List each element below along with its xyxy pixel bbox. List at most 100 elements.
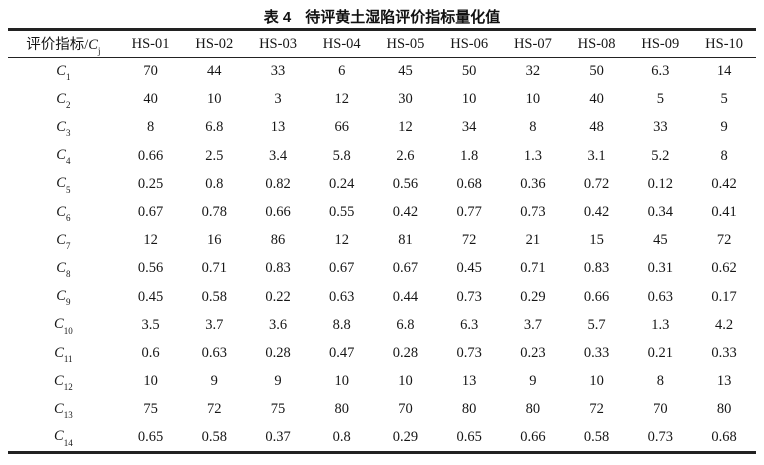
cell-c13-hs-02: 72 <box>207 401 222 418</box>
header-row: 评价指标/Cj HS-01 HS-02 HS-03 HS-04 HS-05 HS-06 HS-… <box>8 29 756 58</box>
cell-c12-hs-06: 13 <box>461 373 477 390</box>
cell-c8-hs-07: 0.71 <box>520 260 546 277</box>
cell-c7-hs-06: 72 <box>461 232 477 249</box>
cell-c4-hs-05: 2.6 <box>396 147 415 164</box>
cell-c6-hs-06: 0.77 <box>456 204 482 221</box>
table-row-c13: C13 75 72 75 80 70 80 80 72 70 80 <box>8 396 756 424</box>
cell-c9-hs-01: 0.45 <box>137 288 164 305</box>
cell-c5-hs-03: 0.82 <box>265 175 291 192</box>
cell-c12-hs-01: 10 <box>143 373 158 390</box>
cell-c1-hs-05: 45 <box>398 63 413 80</box>
row-symbol: C <box>56 147 66 164</box>
cell-c11-hs-03: 0.28 <box>265 344 291 361</box>
cell-c13-hs-06: 80 <box>461 401 477 418</box>
cell-c3-hs-03: 13 <box>270 119 286 136</box>
cell-c2-hs-10: 5 <box>720 91 728 108</box>
cell-c9-hs-06: 0.73 <box>456 288 482 305</box>
row-label-c3: C3 <box>8 114 119 142</box>
cell-c1-hs-01: 70 <box>143 63 158 80</box>
cell-c4-hs-08: 3.1 <box>587 147 606 164</box>
header-site-hs-07: HS-07 <box>501 29 565 58</box>
cell-c8-hs-03: 0.83 <box>265 260 291 277</box>
row-symbol: C <box>56 62 66 79</box>
row-symbol: C <box>54 316 64 333</box>
header-site-hs-09: HS-09 <box>628 29 693 58</box>
cell-c7-hs-05: 81 <box>398 232 413 249</box>
cell-c3-hs-07: 8 <box>529 119 537 136</box>
cell-c7-hs-03: 86 <box>270 232 286 249</box>
cell-c4-hs-02: 2.5 <box>205 147 224 164</box>
cell-c12-hs-10: 13 <box>716 373 732 390</box>
row-subscript: 5 <box>65 184 71 195</box>
cell-c1-hs-07: 32 <box>525 63 541 80</box>
cell-c11-hs-10: 0.33 <box>711 344 737 361</box>
cell-c9-hs-09: 0.63 <box>647 288 674 305</box>
cell-c11-hs-04: 0.47 <box>329 344 355 361</box>
cell-c10-hs-06: 6.3 <box>460 316 479 333</box>
row-subscript: 1 <box>65 72 71 83</box>
cell-c14-hs-02: 0.58 <box>201 428 227 445</box>
cell-c5-hs-08: 0.72 <box>583 175 610 192</box>
row-subscript: 11 <box>63 353 73 364</box>
cell-c7-hs-04: 12 <box>334 232 349 249</box>
cell-c10-hs-01: 3.5 <box>141 316 160 333</box>
row-symbol: C <box>56 231 66 248</box>
cell-c13-hs-04: 80 <box>334 401 349 418</box>
cell-c14-hs-05: 0.29 <box>392 428 419 445</box>
cell-c2-hs-05: 30 <box>398 91 413 108</box>
cell-c1-hs-02: 44 <box>207 63 222 80</box>
cell-c10-hs-05: 6.8 <box>396 316 415 333</box>
table-row-c7: C7 12 16 86 12 81 72 21 15 45 72 <box>8 227 756 255</box>
cell-c5-hs-10: 0.42 <box>711 175 737 192</box>
cell-c3-hs-08: 48 <box>589 119 604 136</box>
row-symbol: C <box>56 175 66 192</box>
row-label-c10: C10 <box>8 311 119 339</box>
header-site-hs-05: HS-05 <box>373 29 438 58</box>
cell-c10-hs-02: 3.7 <box>205 316 224 333</box>
cell-c9-hs-10: 0.17 <box>711 288 737 305</box>
table-row-c14: C14 0.65 0.58 0.37 0.8 0.29 0.65 0.66 0.58 0.73 0.… <box>8 424 756 452</box>
cell-c11-hs-06: 0.73 <box>456 344 482 361</box>
cell-c6-hs-09: 0.34 <box>647 204 674 221</box>
cell-c4-hs-07: 1.3 <box>523 147 542 164</box>
cell-c9-hs-04: 0.63 <box>329 288 355 305</box>
cell-c9-hs-05: 0.44 <box>392 288 419 305</box>
header-site-hs-08: HS-08 <box>564 29 629 58</box>
table-row-c2: C2 40 10 3 12 30 10 10 40 5 5 <box>8 86 756 114</box>
header-site-hs-10: HS-10 <box>692 29 756 58</box>
cell-c9-hs-08: 0.66 <box>583 288 610 305</box>
table-row-c5: C5 0.25 0.8 0.82 0.24 0.56 0.68 0.36 0.72 0.12 0.4… <box>8 170 756 198</box>
cell-c7-hs-09: 45 <box>653 232 668 249</box>
cell-c12-hs-07: 9 <box>529 373 537 390</box>
cell-c12-hs-08: 10 <box>589 373 604 390</box>
data-table: 评价指标/Cj HS-01 HS-02 HS-03 HS-04 HS-05 HS-06 HS-… <box>8 28 756 454</box>
cell-c8-hs-01: 0.56 <box>137 260 164 277</box>
cell-c3-hs-10: 9 <box>720 119 728 136</box>
row-symbol: C <box>56 203 66 220</box>
cell-c14-hs-03: 0.37 <box>265 428 291 445</box>
cell-c3-hs-04: 66 <box>334 119 349 136</box>
cell-c9-hs-02: 0.58 <box>201 288 227 305</box>
cell-c14-hs-09: 0.73 <box>647 428 674 445</box>
cell-c14-hs-07: 0.66 <box>520 428 546 445</box>
cell-c4-hs-09: 5.2 <box>651 147 670 164</box>
cell-c6-hs-08: 0.42 <box>583 204 610 221</box>
cell-c10-hs-08: 5.7 <box>587 316 606 333</box>
cell-c5-hs-04: 0.24 <box>329 175 355 192</box>
table-title-text: 待评黄土湿陷评价指标量化值 <box>305 9 501 26</box>
cell-c6-hs-04: 0.55 <box>329 204 355 221</box>
row-subscript: 10 <box>63 325 73 336</box>
cell-c14-hs-04: 0.8 <box>332 428 351 445</box>
cell-c6-hs-05: 0.42 <box>392 204 419 221</box>
header-site-hs-01: HS-01 <box>118 29 183 58</box>
cell-c5-hs-05: 0.56 <box>392 175 419 192</box>
row-label-c5: C5 <box>8 170 119 198</box>
cell-c13-hs-09: 70 <box>653 401 668 418</box>
cell-c8-hs-09: 0.31 <box>647 260 674 277</box>
cell-c8-hs-06: 0.45 <box>456 260 482 277</box>
row-label-c6: C6 <box>8 198 119 226</box>
row-symbol: C <box>54 428 64 445</box>
cell-c1-hs-04: 6 <box>338 63 346 80</box>
cell-c10-hs-07: 3.7 <box>523 316 542 333</box>
cell-c8-hs-04: 0.67 <box>329 260 355 277</box>
